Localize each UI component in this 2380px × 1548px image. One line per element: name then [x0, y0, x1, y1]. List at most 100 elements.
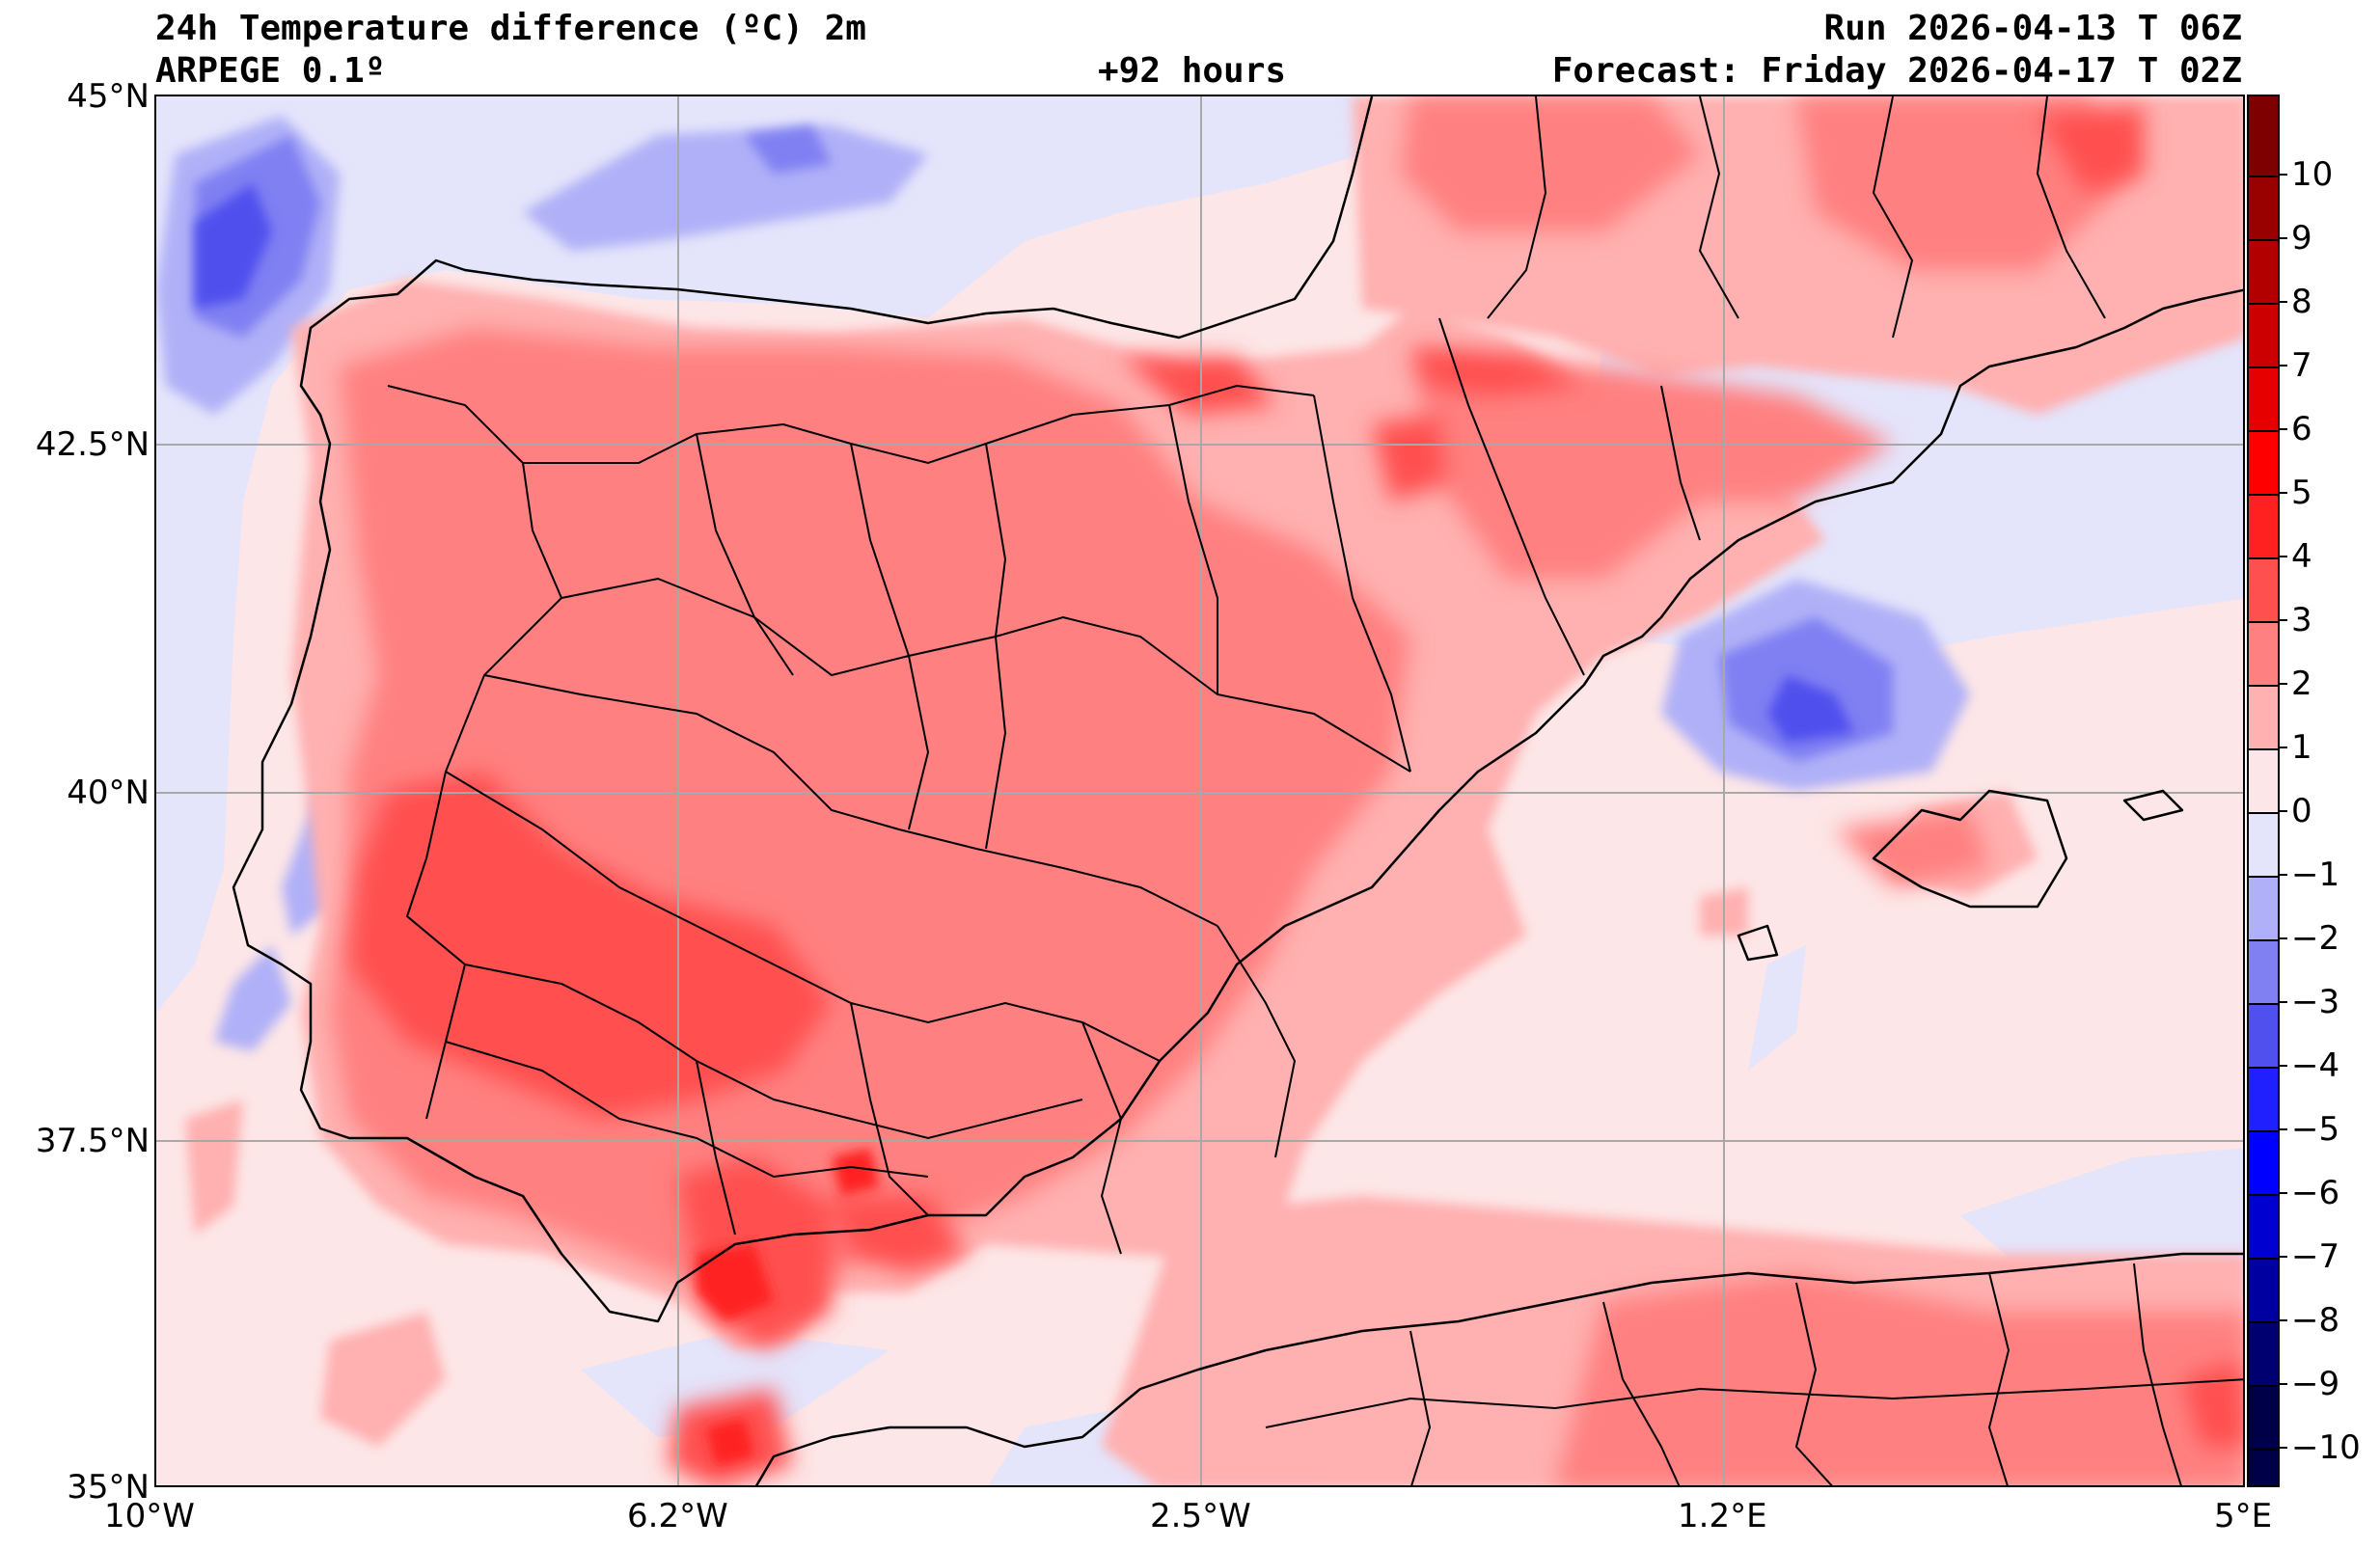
colorbar-tick: [2280, 937, 2287, 939]
colorbar-tick: [2280, 1192, 2287, 1194]
lon-label-1-2e: 1.2°E: [1678, 1497, 1767, 1535]
colorbar-label: 7: [2291, 346, 2312, 385]
colorbar-boundary: [2249, 494, 2278, 496]
colorbar-label: 0: [2291, 792, 2312, 830]
colorbar-boundary: [2249, 939, 2278, 941]
hot-zones: [349, 106, 2243, 1485]
colorbar-label: −7: [2291, 1237, 2340, 1276]
colorbar-segment: [2249, 304, 2278, 367]
lat-label-40: 40°N: [67, 774, 150, 812]
lat-label-37-5: 37.5°N: [35, 1122, 150, 1160]
colorbar-label: −4: [2291, 1046, 2340, 1085]
colorbar-segment: [2249, 558, 2278, 622]
colorbar-segment: [2249, 431, 2278, 495]
colorbar-tick: [2280, 428, 2287, 430]
colorbar-tick: [2280, 810, 2287, 812]
colorbar-boundary: [2249, 812, 2278, 814]
colorbar-segment: [2249, 877, 2278, 940]
chart-title: 24h Temperature difference (ºC) 2m: [155, 9, 866, 48]
colorbar-segment: [2249, 495, 2278, 558]
temperature-difference-map: [154, 95, 2245, 1487]
forecast-label: Forecast: Friday 2026-04-17 T 02Z: [1551, 51, 2242, 91]
colorbar-tick: [2280, 747, 2287, 748]
colorbar-tick: [2280, 1319, 2287, 1321]
colorbar-label: −6: [2291, 1174, 2340, 1212]
colorbar-segment: [2249, 177, 2278, 240]
colorbar-label: 6: [2291, 410, 2312, 448]
colorbar: [2247, 95, 2280, 1487]
colorbar-segment: [2249, 813, 2278, 877]
colorbar-label: −5: [2291, 1110, 2340, 1149]
lead-time-label: +92 hours: [1098, 51, 1287, 91]
lat-label-42-5: 42.5°N: [35, 425, 150, 464]
map-canvas: [156, 96, 2243, 1485]
colorbar-label: −9: [2291, 1365, 2340, 1403]
colorbar-boundary: [2249, 621, 2278, 623]
coastlines: [232, 96, 2243, 1485]
colorbar-label: 10: [2291, 155, 2334, 194]
colorbar-label: 8: [2291, 283, 2312, 321]
colorbar-segment: [2249, 1195, 2278, 1259]
colorbar-tick: [2280, 1383, 2287, 1385]
colorbar-boundary: [2249, 748, 2278, 750]
colorbar-segment: [2249, 749, 2278, 813]
lat-label-45: 45°N: [67, 77, 150, 116]
colorbar-segment: [2249, 1386, 2278, 1485]
colorbar-label: 9: [2291, 219, 2312, 258]
colorbar-label: −8: [2291, 1301, 2340, 1340]
colorbar-boundary: [2249, 430, 2278, 432]
colorbar-label: 2: [2291, 665, 2312, 703]
colorbar-segment: [2249, 96, 2278, 177]
colorbar-boundary: [2249, 1194, 2278, 1196]
colorbar-tick: [2280, 174, 2287, 176]
colorbar-boundary: [2249, 239, 2278, 241]
colorbar-tick: [2280, 1447, 2287, 1449]
colorbar-segment: [2249, 622, 2278, 686]
admin-boundaries: [387, 96, 2243, 1485]
colorbar-boundary: [2249, 176, 2278, 177]
colorbar-label: −1: [2291, 855, 2340, 894]
coldest-zones: [195, 183, 1854, 743]
colorbar-boundary: [2249, 1321, 2278, 1323]
lon-label-6-2w: 6.2°W: [627, 1497, 728, 1535]
colorbar-boundary: [2249, 1258, 2278, 1260]
colorbar-label: −3: [2291, 983, 2340, 1021]
colorbar-label: 1: [2291, 728, 2312, 767]
lon-label-10w: 10°W: [104, 1497, 195, 1535]
colorbar-tick: [2280, 1001, 2287, 1003]
colorbar-boundary: [2249, 1385, 2278, 1387]
colorbar-tick: [2280, 619, 2287, 621]
colorbar-boundary: [2249, 1003, 2278, 1005]
colorbar-segment: [2249, 940, 2278, 1004]
colorbar-tick: [2280, 874, 2287, 876]
colorbar-tick: [2280, 237, 2287, 239]
colorbar-segment: [2249, 686, 2278, 749]
colorbar-tick: [2280, 1256, 2287, 1258]
colorbar-boundary: [2249, 1067, 2278, 1069]
colorbar-boundary: [2249, 1130, 2278, 1132]
colorbar-segment: [2249, 1068, 2278, 1131]
colorbar-boundary: [2249, 1449, 2278, 1451]
colorbar-segment: [2249, 1004, 2278, 1068]
colorbar-label: 5: [2291, 474, 2312, 512]
colorbar-label: −10: [2291, 1428, 2361, 1467]
colorbar-label: 3: [2291, 601, 2312, 639]
model-label: ARPEGE 0.1º: [155, 51, 386, 91]
lat-label-35: 35°N: [67, 1468, 150, 1507]
colorbar-tick: [2280, 301, 2287, 303]
colorbar-boundary: [2249, 876, 2278, 878]
colorbar-segment: [2249, 1322, 2278, 1386]
colorbar-tick: [2280, 683, 2287, 685]
colorbar-label: 4: [2291, 537, 2312, 576]
colorbar-tick: [2280, 492, 2287, 494]
run-label: Run 2026-04-13 T 06Z: [1823, 9, 2242, 48]
colorbar-boundary: [2249, 303, 2278, 305]
colorbar-tick: [2280, 556, 2287, 557]
lon-label-5e: 5°E: [2214, 1497, 2273, 1535]
lon-label-2-5w: 2.5°W: [1150, 1497, 1251, 1535]
colorbar-segment: [2249, 367, 2278, 431]
colorbar-tick: [2280, 1065, 2287, 1067]
colorbar-segment: [2249, 1131, 2278, 1195]
colorbar-label: −2: [2291, 919, 2340, 958]
colorbar-boundary: [2249, 367, 2278, 368]
